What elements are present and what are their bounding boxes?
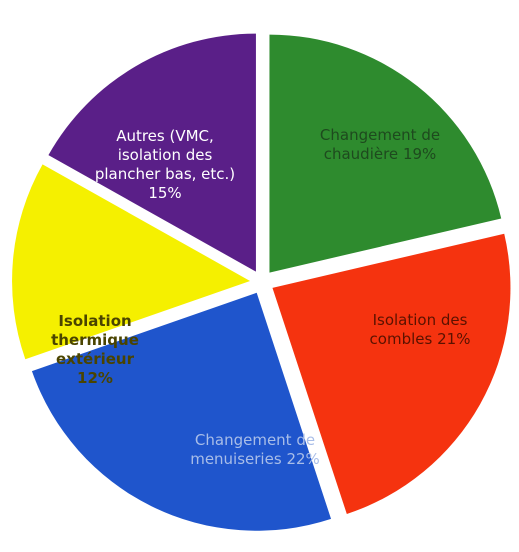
slice-label: Isolation des combles 21% [340, 311, 500, 349]
category-label: Changement de menuiseries [190, 431, 316, 468]
pie-slice [272, 233, 511, 514]
pie-slice [48, 33, 256, 272]
value-label: 15% [148, 184, 182, 202]
category-label: Changement de chaudière [319, 126, 441, 163]
value-label: 22% [286, 450, 320, 468]
category-label: Isolation thermique extérieur [51, 312, 139, 368]
slice-label: Isolation thermique extérieur 12% [40, 312, 150, 388]
value-label: 19% [402, 145, 437, 163]
value-label: 12% [77, 369, 113, 387]
category-label: Isolation des combles [369, 311, 468, 348]
pie-slice [12, 164, 251, 360]
slice-label: Changement de menuiseries 22% [168, 431, 343, 469]
pie-slice [269, 34, 502, 273]
slice-label: Autres (VMC, isolation des plancher bas,… [90, 127, 240, 203]
value-label: 21% [437, 330, 471, 348]
slice-label: Changement de chaudière 19% [310, 126, 450, 164]
category-label: Autres (VMC, isolation des plancher bas,… [94, 127, 236, 183]
pie-slice [31, 292, 332, 531]
